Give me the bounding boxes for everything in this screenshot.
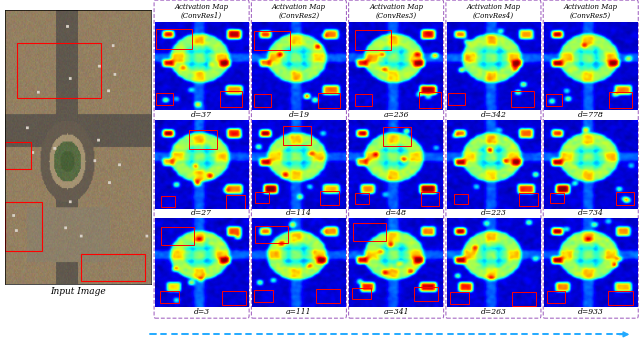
Text: a=341: a=341 [383, 308, 409, 316]
Bar [254, 30, 290, 50]
Bar [511, 91, 534, 107]
Text: d=263: d=263 [481, 308, 506, 316]
Bar [156, 29, 192, 49]
Text: Activation Map
(ConvRes4): Activation Map (ConvRes4) [467, 3, 520, 20]
Bar [81, 254, 145, 281]
Bar [550, 193, 564, 203]
Bar [283, 126, 310, 145]
Bar [545, 94, 563, 106]
Bar [156, 93, 173, 105]
Text: Activation Map
(ConvRes3): Activation Map (ConvRes3) [369, 3, 423, 20]
Bar [355, 94, 372, 106]
Text: Activation Map
(ConvRes5): Activation Map (ConvRes5) [564, 3, 618, 20]
Text: a=236: a=236 [383, 111, 409, 119]
Text: Input Image: Input Image [50, 287, 106, 296]
Bar [320, 191, 339, 204]
Text: d=933: d=933 [578, 308, 604, 316]
Bar [413, 287, 438, 301]
Text: d=3: d=3 [193, 308, 210, 316]
Bar [352, 288, 371, 299]
Bar [421, 192, 440, 206]
Bar [227, 195, 245, 209]
Text: d=37: d=37 [191, 111, 212, 119]
Bar [608, 291, 632, 305]
Bar [161, 196, 175, 207]
Bar [454, 194, 468, 204]
Text: d=27: d=27 [191, 209, 212, 218]
Text: d=114: d=114 [286, 209, 312, 218]
Text: Activation Map
(ConvRes2): Activation Map (ConvRes2) [272, 3, 326, 20]
Text: a=111: a=111 [286, 308, 312, 316]
Bar [316, 289, 340, 303]
Bar [448, 93, 465, 105]
Bar [383, 127, 412, 146]
Bar [189, 130, 217, 149]
Text: Activation Map
(ConvRes1): Activation Map (ConvRes1) [175, 3, 228, 20]
Bar [519, 193, 538, 206]
Bar [450, 292, 468, 304]
Bar [160, 291, 179, 303]
Bar [255, 192, 269, 203]
Bar [511, 292, 536, 306]
Bar [254, 94, 271, 107]
Bar [419, 92, 441, 108]
Text: d=19: d=19 [289, 111, 309, 119]
Bar [220, 91, 242, 107]
Bar [616, 192, 634, 205]
Bar [255, 226, 288, 243]
Text: d=734: d=734 [578, 209, 604, 218]
Bar [161, 227, 194, 245]
Bar [547, 291, 565, 303]
Text: d=223: d=223 [481, 209, 506, 218]
Text: d=48: d=48 [386, 209, 406, 218]
Bar [254, 290, 273, 302]
Bar [318, 92, 340, 109]
Bar [17, 43, 101, 98]
Text: d=778: d=778 [578, 111, 604, 119]
Bar [355, 30, 391, 50]
Bar [355, 193, 369, 204]
Bar [5, 202, 42, 251]
Bar [353, 223, 386, 241]
Bar [222, 291, 246, 305]
Bar [609, 92, 632, 108]
Bar [5, 142, 31, 169]
Text: d=342: d=342 [481, 111, 506, 119]
